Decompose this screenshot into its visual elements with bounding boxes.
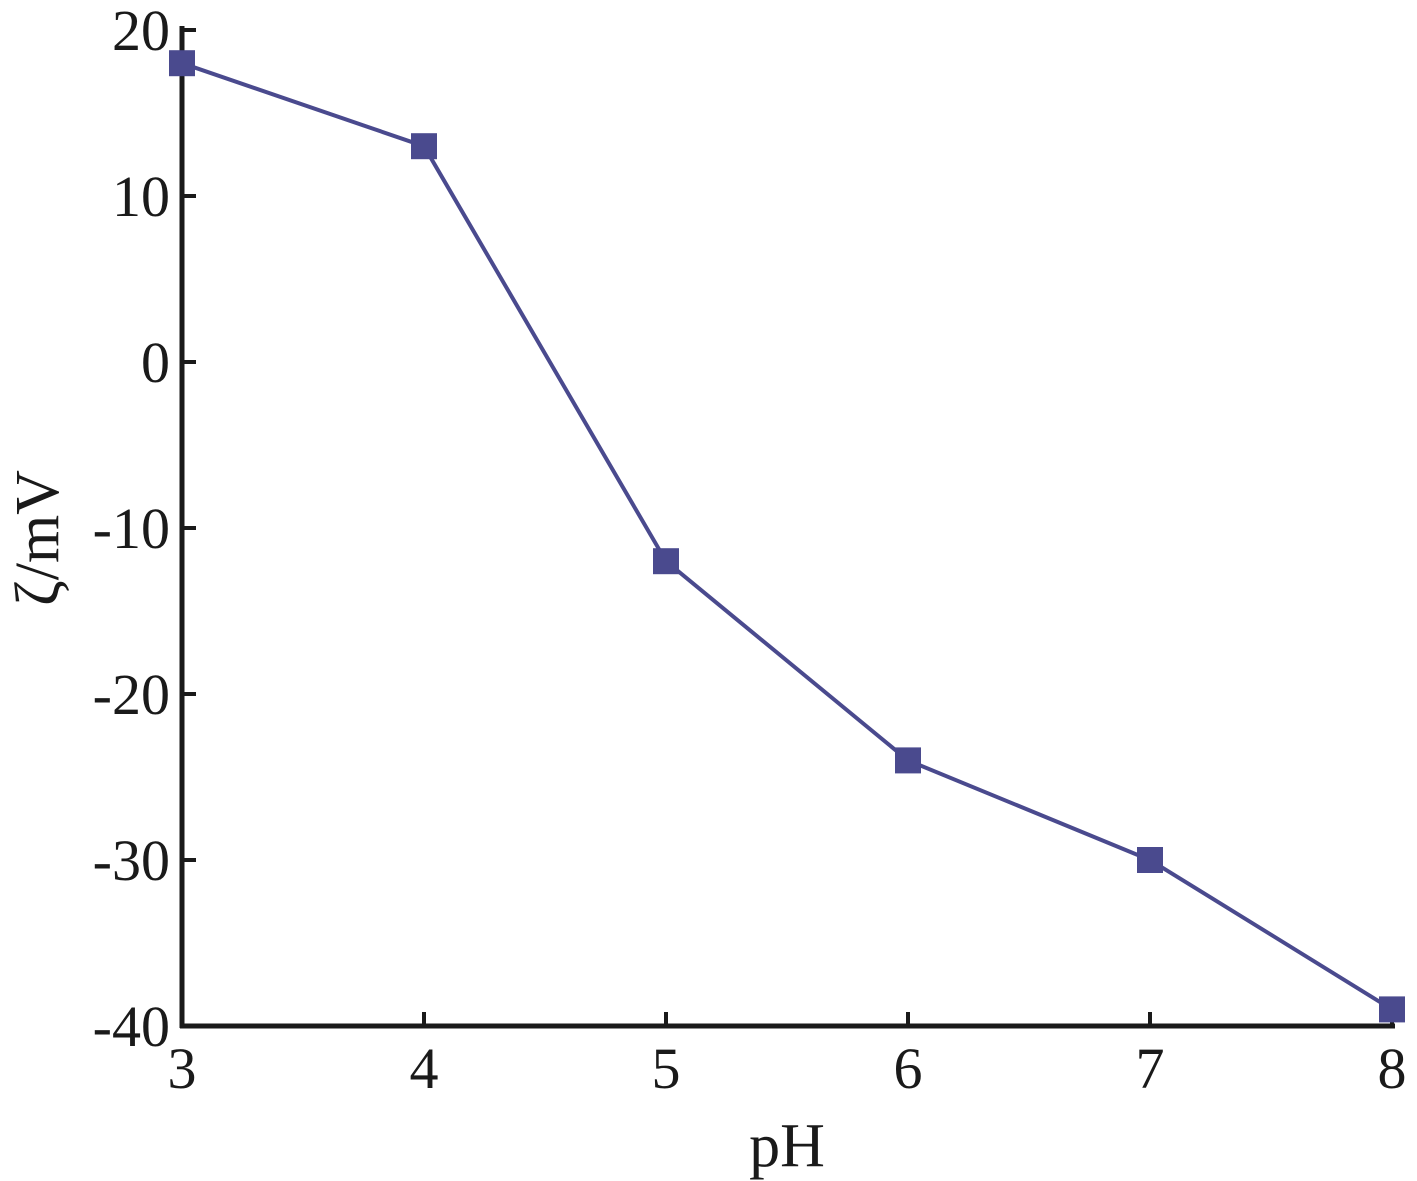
series-group [169,50,1405,1023]
data-point [1137,847,1163,873]
y-axis-label: ζ/mV [4,470,72,606]
y-tick-label: -20 [93,662,170,727]
axes [179,26,1395,1029]
y-ticks: 20 10 0 -10 -20 -30 -40 [93,0,196,1059]
x-tick-label: 7 [1136,1036,1165,1101]
data-point [653,548,679,575]
x-tick-label: 6 [894,1036,923,1101]
y-tick-label: 0 [141,330,170,395]
data-point [169,50,195,77]
x-axis-label: pH [749,1112,825,1180]
x-tick-label: 4 [410,1036,439,1101]
y-tick-label: -30 [93,828,170,893]
series-line [181,61,1394,1012]
data-point [411,133,437,160]
x-tick-label: 3 [168,1036,197,1101]
x-ticks: 3 4 5 6 7 8 [168,1012,1407,1101]
y-tick-label: -10 [93,496,170,561]
y-tick-label: 10 [112,164,170,229]
data-point [1379,996,1405,1023]
y-tick-label: 20 [112,0,170,63]
data-point [895,747,921,774]
x-tick-label: 5 [652,1036,681,1101]
y-tick-label: -40 [93,994,170,1059]
x-tick-label: 8 [1378,1036,1407,1101]
